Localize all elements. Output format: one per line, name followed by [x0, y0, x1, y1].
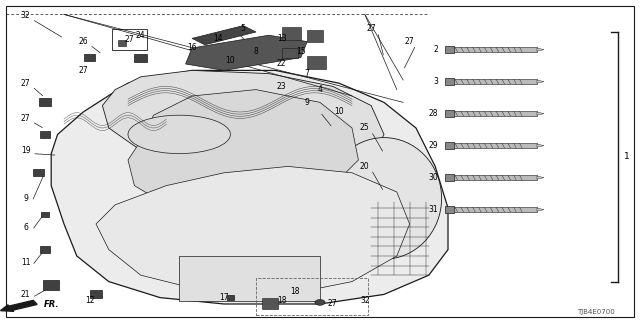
- Text: 7: 7: [305, 69, 310, 78]
- Polygon shape: [186, 35, 307, 70]
- Polygon shape: [51, 70, 448, 304]
- Text: 10: 10: [334, 108, 344, 116]
- Text: 4: 4: [317, 85, 323, 94]
- Text: 15: 15: [296, 47, 306, 56]
- Text: 27: 27: [20, 79, 31, 88]
- Bar: [39, 98, 51, 106]
- Bar: [84, 54, 95, 61]
- Text: 23: 23: [276, 82, 287, 91]
- Ellipse shape: [128, 115, 230, 154]
- Bar: [90, 291, 102, 298]
- Text: 19: 19: [20, 146, 31, 155]
- Text: 28: 28: [429, 109, 438, 118]
- Text: 30: 30: [429, 173, 438, 182]
- Bar: [44, 280, 60, 290]
- Text: 18: 18: [291, 287, 300, 296]
- Polygon shape: [537, 80, 544, 83]
- Text: 27: 27: [125, 35, 134, 44]
- Bar: [134, 53, 147, 61]
- Bar: [227, 295, 234, 300]
- Text: 1: 1: [624, 152, 630, 161]
- Text: 12: 12: [85, 296, 94, 305]
- Polygon shape: [537, 176, 544, 179]
- Text: 8: 8: [253, 47, 259, 56]
- Text: 27: 27: [404, 37, 415, 46]
- Text: 24: 24: [136, 31, 146, 40]
- Bar: [307, 56, 326, 69]
- Ellipse shape: [315, 300, 325, 305]
- Text: TJB4E0700: TJB4E0700: [577, 309, 614, 315]
- Bar: [454, 207, 537, 212]
- Text: 10: 10: [225, 56, 236, 65]
- Polygon shape: [537, 112, 544, 115]
- Polygon shape: [537, 208, 544, 211]
- Bar: [262, 298, 278, 309]
- Bar: [41, 212, 49, 217]
- Polygon shape: [537, 144, 544, 147]
- Bar: [445, 110, 454, 117]
- Text: 3: 3: [433, 77, 438, 86]
- Bar: [307, 30, 323, 42]
- Text: 27: 27: [366, 24, 376, 33]
- Text: 29: 29: [429, 141, 438, 150]
- Bar: [33, 169, 44, 176]
- Text: 18: 18: [277, 296, 286, 305]
- Text: FR.: FR.: [44, 300, 59, 309]
- Polygon shape: [128, 90, 358, 211]
- Text: 25: 25: [360, 124, 370, 132]
- Text: 32: 32: [20, 12, 31, 20]
- Bar: [454, 111, 537, 116]
- Bar: [282, 48, 298, 58]
- Text: 26: 26: [78, 37, 88, 46]
- Bar: [454, 143, 537, 148]
- Bar: [445, 78, 454, 85]
- Bar: [445, 142, 454, 149]
- Bar: [256, 278, 368, 315]
- Text: 32: 32: [360, 296, 370, 305]
- Text: 11: 11: [21, 258, 30, 267]
- Polygon shape: [96, 166, 410, 294]
- Text: 27: 27: [328, 300, 338, 308]
- Ellipse shape: [326, 138, 442, 259]
- Text: 9: 9: [305, 98, 310, 107]
- Bar: [282, 27, 301, 40]
- Text: 27: 27: [20, 114, 31, 123]
- Text: 13: 13: [276, 34, 287, 43]
- Polygon shape: [192, 26, 256, 45]
- Text: 2: 2: [434, 45, 438, 54]
- Bar: [445, 174, 454, 181]
- Bar: [179, 256, 320, 301]
- Text: 21: 21: [21, 290, 30, 299]
- Text: 20: 20: [360, 162, 370, 171]
- Bar: [112, 29, 147, 50]
- FancyArrow shape: [1, 300, 37, 311]
- Bar: [454, 47, 537, 52]
- Bar: [454, 79, 537, 84]
- Text: 9: 9: [23, 194, 28, 203]
- Text: 27: 27: [78, 66, 88, 75]
- Bar: [454, 175, 537, 180]
- Bar: [445, 206, 454, 213]
- Text: 17: 17: [219, 293, 229, 302]
- Text: 16: 16: [187, 44, 197, 52]
- Text: 31: 31: [429, 205, 438, 214]
- Text: 14: 14: [212, 34, 223, 43]
- Bar: [445, 46, 454, 53]
- Text: 6: 6: [23, 223, 28, 232]
- Polygon shape: [102, 70, 384, 186]
- Bar: [118, 40, 126, 46]
- Bar: [40, 246, 50, 253]
- Text: 22: 22: [277, 60, 286, 68]
- Polygon shape: [537, 48, 544, 51]
- Bar: [40, 131, 50, 138]
- Text: 5: 5: [241, 24, 246, 33]
